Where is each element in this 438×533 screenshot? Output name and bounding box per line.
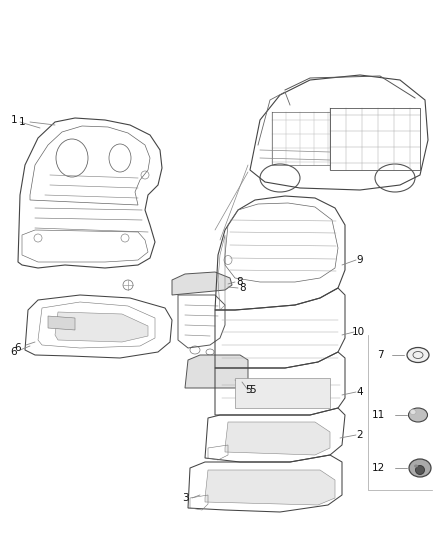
Text: 6: 6 — [15, 343, 21, 353]
Text: 9: 9 — [357, 255, 363, 265]
Ellipse shape — [410, 409, 416, 415]
Ellipse shape — [407, 348, 429, 362]
Text: 3: 3 — [182, 493, 188, 503]
Polygon shape — [172, 272, 232, 295]
Polygon shape — [235, 378, 330, 408]
Text: 5: 5 — [245, 385, 251, 395]
Ellipse shape — [409, 459, 431, 477]
Polygon shape — [185, 355, 248, 388]
Text: 2: 2 — [357, 430, 363, 440]
Text: 6: 6 — [11, 347, 18, 357]
Polygon shape — [225, 422, 330, 455]
Text: 10: 10 — [351, 327, 364, 337]
Text: 1: 1 — [11, 115, 18, 125]
Ellipse shape — [409, 408, 427, 422]
Text: 4: 4 — [357, 387, 363, 397]
Text: 8: 8 — [237, 277, 244, 287]
Ellipse shape — [416, 465, 424, 474]
Polygon shape — [205, 470, 335, 505]
Text: 5: 5 — [249, 385, 255, 395]
Polygon shape — [48, 316, 75, 330]
Text: 8: 8 — [240, 283, 246, 293]
Polygon shape — [55, 312, 148, 342]
Text: 7: 7 — [377, 350, 383, 360]
Ellipse shape — [414, 464, 418, 467]
Text: 1: 1 — [19, 117, 25, 127]
Text: 12: 12 — [371, 463, 385, 473]
Text: 11: 11 — [371, 410, 385, 420]
